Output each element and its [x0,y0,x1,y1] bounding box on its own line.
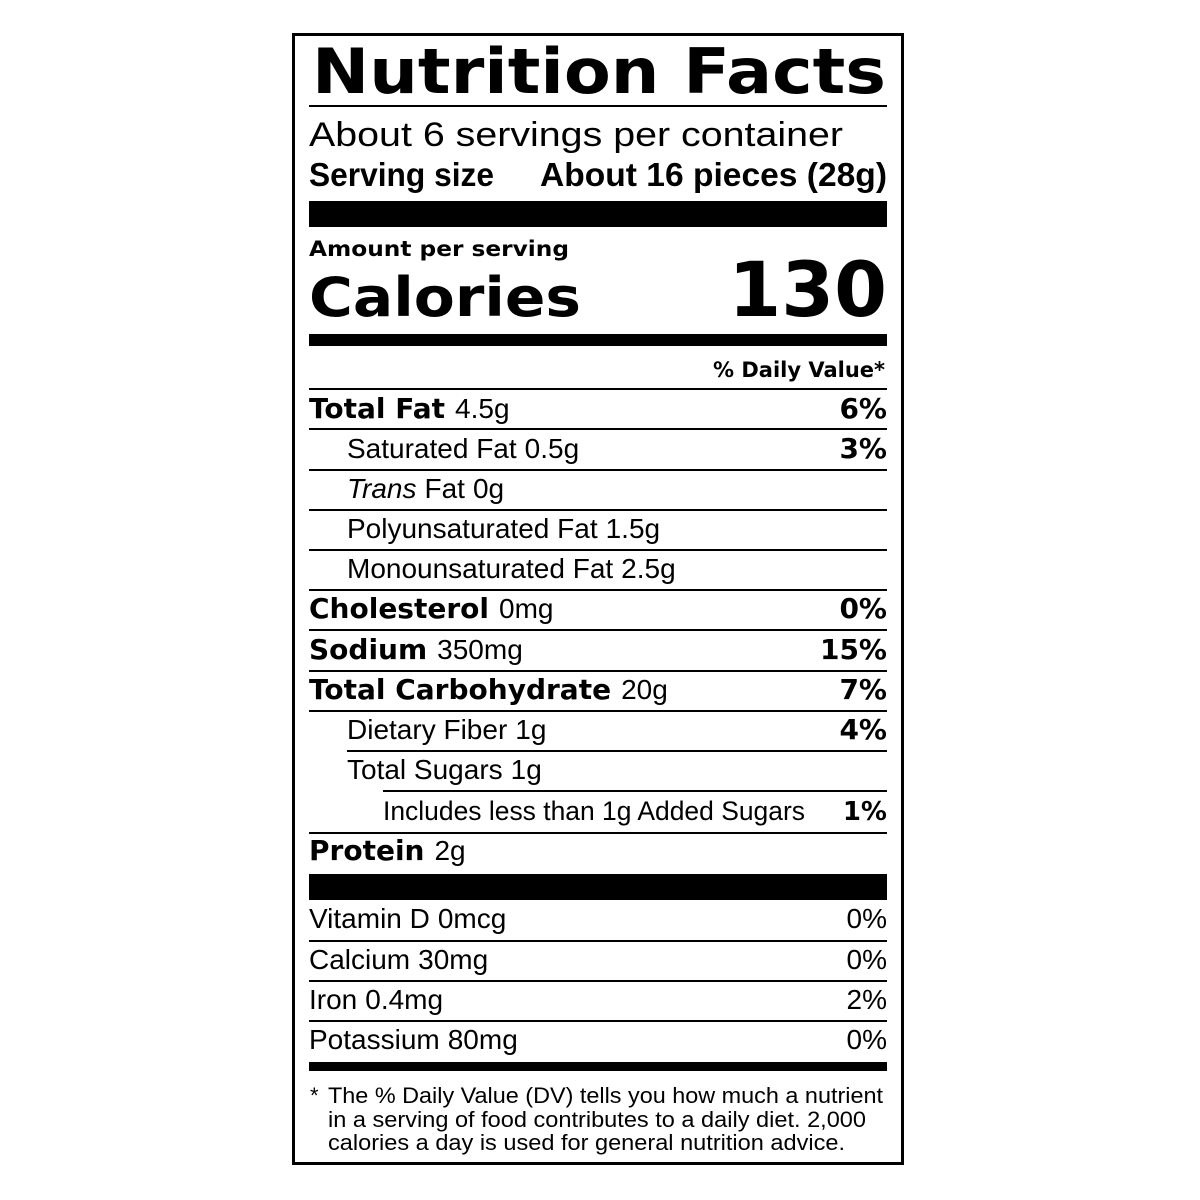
nutrient-amount: 1g [511,754,542,785]
amount-per-serving: Amount per serving [309,237,569,261]
nutrient-dv: 3% [839,432,887,465]
vitamin-dv: 0% [847,1024,887,1055]
vitamin-name: Iron [309,984,357,1015]
footnote-line: calories a day is used for general nutri… [328,1130,845,1155]
vitamin-dv: 2% [847,984,887,1015]
nutrient-name: Sodium [309,633,427,666]
nutrient-row: Protein 2g [309,834,466,867]
nutrient-dv: 15% [820,633,887,666]
nutrient-row: Trans Fat 0g [347,473,504,504]
nutrient-amount: 1g [515,714,546,745]
serving-size-label: Serving size [309,156,494,193]
nutrient-dv: 6% [839,392,887,425]
nutrient-row: Total Fat 4.5g [309,392,510,425]
title: Nutrition Facts [312,35,886,108]
nutrient-amount: 0.5g [525,433,580,464]
label-border [292,33,904,1165]
dv-header: % Daily Value* [713,358,885,382]
nutrient-name: Saturated Fat [347,433,517,464]
footnote-line: The % Daily Value (DV) tells you how muc… [328,1083,883,1108]
nutrient-name: Total Carbohydrate [309,673,611,706]
nutrient-name: Dietary Fiber [347,714,507,745]
calories-label: Calories [309,266,581,329]
calories-value: 130 [728,245,887,334]
nutrient-name: Protein [309,834,424,867]
nutrient-row: Saturated Fat 0.5g [347,433,579,464]
nutrient-row: Polyunsaturated Fat 1.5g [347,513,660,544]
nutrient-row: Cholesterol 0mg [309,592,553,625]
nutrient-row: Total Carbohydrate 20g [309,673,668,706]
nutrient-amount: 20g [621,674,668,705]
vitamin-dv: 0% [847,944,887,975]
footnote-marker: * [310,1083,319,1108]
thick-rule [309,874,887,900]
vitamin-amount: 0.4mg [365,984,443,1015]
nutrient-dv: 7% [839,673,887,706]
nutrient-amount: 2.5g [621,553,676,584]
nutrient-amount: 0mg [499,593,553,624]
thick-rule [309,201,887,227]
nutrient-name-italic: Trans [347,473,417,504]
nutrient-amount: 2g [434,835,465,866]
thick-rule [309,334,887,346]
nutrient-name: Total Fat [309,392,445,425]
vitamin-row: Calcium 30mg [309,944,488,975]
vitamin-row: Vitamin D 0mcg [309,903,506,934]
nutrient-row: Total Sugars 1g [347,754,542,785]
nutrient-amount: 0g [473,473,504,504]
footnote-line: in a serving of food contributes to a da… [328,1107,866,1132]
nutrient-name: Monounsaturated Fat [347,553,613,584]
vitamin-amount: 0mcg [438,903,506,934]
nutrient-amount: 1.5g [606,513,661,544]
vitamin-row: Iron 0.4mg [309,984,443,1015]
servings: About 6 servings per container [309,116,843,154]
nutrient-name: Includes less than 1g Added Sugars [383,796,805,826]
vitamin-amount: 80mg [448,1024,518,1055]
nutrient-row: Monounsaturated Fat 2.5g [347,553,676,584]
serving-size-value: About 16 pieces (28g) [540,156,887,193]
thick-rule [309,1062,887,1071]
vitamin-name: Potassium [309,1024,440,1055]
nutrient-row: Dietary Fiber 1g [347,714,546,745]
vitamin-name: Vitamin D [309,903,430,934]
nutrient-dv: 0% [839,592,887,625]
vitamin-name: Calcium [309,944,410,975]
nutrient-name: Total Sugars [347,754,503,785]
nutrient-amount: 4.5g [455,393,510,424]
vitamin-row: Potassium 80mg [309,1024,518,1055]
vitamin-dv: 0% [847,903,887,934]
nutrient-name: Fat [425,473,466,504]
nutrient-amount: 350mg [437,634,523,665]
nutrient-dv: 4% [839,713,887,746]
nutrient-dv: 1% [843,797,887,827]
nutrient-name: Cholesterol [309,592,489,625]
nutrient-row: Sodium 350mg [309,633,523,666]
vitamin-amount: 30mg [418,944,488,975]
nutrient-name: Polyunsaturated Fat [347,513,598,544]
